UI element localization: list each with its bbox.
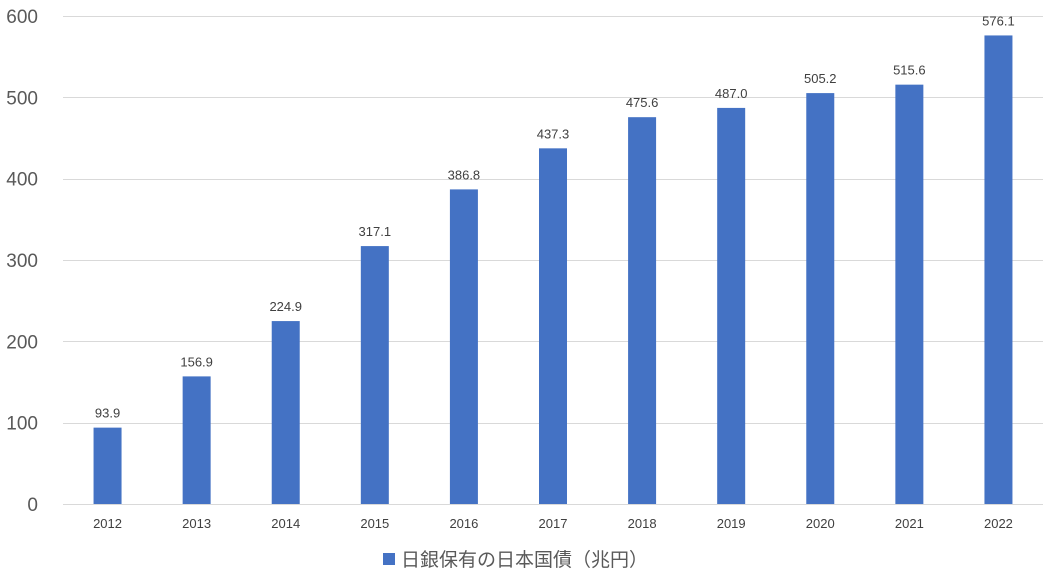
x-tick-label-2012: 2012	[93, 516, 122, 531]
data-label-2016: 386.8	[448, 167, 481, 182]
bar-2020	[806, 93, 835, 504]
x-tick-label-2021: 2021	[895, 516, 924, 531]
y-tick-label: 600	[6, 7, 38, 28]
y-tick-label: 400	[6, 170, 38, 191]
x-tick-label-2016: 2016	[449, 516, 478, 531]
y-tick-label: 200	[6, 332, 38, 353]
data-label-2021: 515.6	[893, 63, 926, 78]
x-tick-label-2015: 2015	[360, 516, 389, 531]
bar-2018	[628, 117, 657, 505]
data-label-2019: 487.0	[715, 86, 748, 101]
bar-2012	[93, 427, 122, 504]
bar-2021	[895, 84, 924, 505]
x-tick-label-2019: 2019	[717, 516, 746, 531]
legend-label: 日銀保有の日本国債（兆円）	[401, 549, 648, 571]
legend-swatch	[383, 553, 395, 565]
bar-2013	[182, 376, 211, 504]
x-tick-label-2017: 2017	[539, 516, 568, 531]
data-label-2022: 576.1	[982, 13, 1015, 28]
data-label-2015: 317.1	[359, 224, 392, 239]
bars	[93, 35, 1013, 505]
bar-2014	[271, 321, 300, 504]
x-axis-ticks: 2012 2013 2014 2015 2016 2017 2018 2019 2020 2021…	[93, 516, 1013, 531]
y-tick-label: 100	[6, 414, 38, 435]
x-tick-label-2018: 2018	[628, 516, 657, 531]
bar-2015	[360, 246, 389, 504]
bar-2016	[449, 189, 478, 504]
legend: 日銀保有の日本国債（兆円）	[383, 549, 648, 571]
y-axis-ticks: 0 100 200 300 400 500 600	[6, 7, 38, 516]
bar-2019	[717, 107, 746, 504]
bar-2017	[539, 148, 567, 504]
data-label-2013: 156.9	[180, 354, 213, 369]
data-label-2018: 475.6	[626, 95, 659, 110]
data-label-2012: 93.9	[95, 406, 120, 421]
data-label-2020: 505.2	[804, 71, 837, 86]
x-tick-label-2014: 2014	[271, 516, 300, 531]
y-tick-label: 500	[6, 88, 38, 109]
y-tick-label: 300	[6, 251, 38, 272]
bar-2022	[984, 35, 1013, 504]
data-label-2014: 224.9	[269, 299, 302, 314]
data-labels: 93.9 156.9 224.9 317.1 386.8 437.3 475.6 487.0 5…	[95, 13, 1015, 420]
data-label-2017: 437.3	[537, 126, 570, 141]
x-tick-label-2020: 2020	[806, 516, 835, 531]
y-tick-label: 0	[27, 495, 38, 516]
x-tick-label-2013: 2013	[182, 516, 211, 531]
x-tick-label-2022: 2022	[984, 516, 1013, 531]
